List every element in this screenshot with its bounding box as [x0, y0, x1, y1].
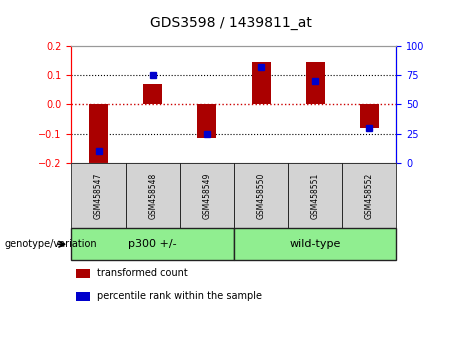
Text: transformed count: transformed count	[97, 268, 188, 278]
Text: GDS3598 / 1439811_at: GDS3598 / 1439811_at	[149, 16, 312, 30]
Text: GSM458551: GSM458551	[311, 172, 320, 219]
Text: GSM458550: GSM458550	[256, 172, 266, 219]
Text: wild-type: wild-type	[290, 239, 341, 249]
Text: GSM458547: GSM458547	[94, 172, 103, 219]
Text: GSM458552: GSM458552	[365, 172, 374, 219]
Bar	[143, 84, 162, 104]
Bar	[306, 62, 325, 104]
Text: GSM458549: GSM458549	[202, 172, 212, 219]
Text: genotype/variation: genotype/variation	[5, 239, 97, 249]
Text: p300 +/-: p300 +/-	[129, 239, 177, 249]
Bar	[89, 104, 108, 164]
Bar	[252, 62, 271, 104]
Text: GSM458548: GSM458548	[148, 172, 157, 219]
Bar	[197, 104, 216, 138]
Text: percentile rank within the sample: percentile rank within the sample	[97, 291, 262, 301]
Bar	[360, 104, 379, 128]
